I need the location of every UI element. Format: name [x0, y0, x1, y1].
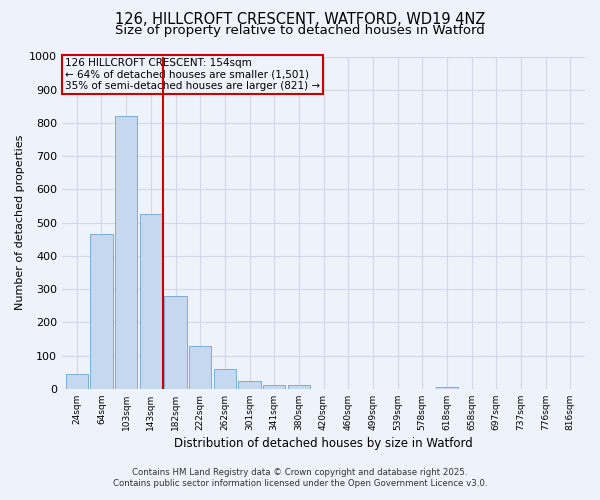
Text: 126, HILLCROFT CRESCENT, WATFORD, WD19 4NZ: 126, HILLCROFT CRESCENT, WATFORD, WD19 4… — [115, 12, 485, 28]
Bar — [91, 234, 113, 389]
Bar — [115, 116, 137, 389]
Bar — [189, 346, 211, 389]
Bar — [164, 296, 187, 389]
Text: Contains HM Land Registry data © Crown copyright and database right 2025.
Contai: Contains HM Land Registry data © Crown c… — [113, 468, 487, 487]
Y-axis label: Number of detached properties: Number of detached properties — [15, 135, 25, 310]
Bar — [238, 380, 260, 389]
Bar — [436, 387, 458, 389]
Text: Size of property relative to detached houses in Watford: Size of property relative to detached ho… — [115, 24, 485, 37]
Bar — [288, 385, 310, 389]
Text: 126 HILLCROFT CRESCENT: 154sqm
← 64% of detached houses are smaller (1,501)
35% : 126 HILLCROFT CRESCENT: 154sqm ← 64% of … — [65, 58, 320, 92]
Bar — [66, 374, 88, 389]
Bar — [263, 385, 285, 389]
Bar — [140, 214, 162, 389]
Bar — [214, 369, 236, 389]
X-axis label: Distribution of detached houses by size in Watford: Distribution of detached houses by size … — [174, 437, 473, 450]
